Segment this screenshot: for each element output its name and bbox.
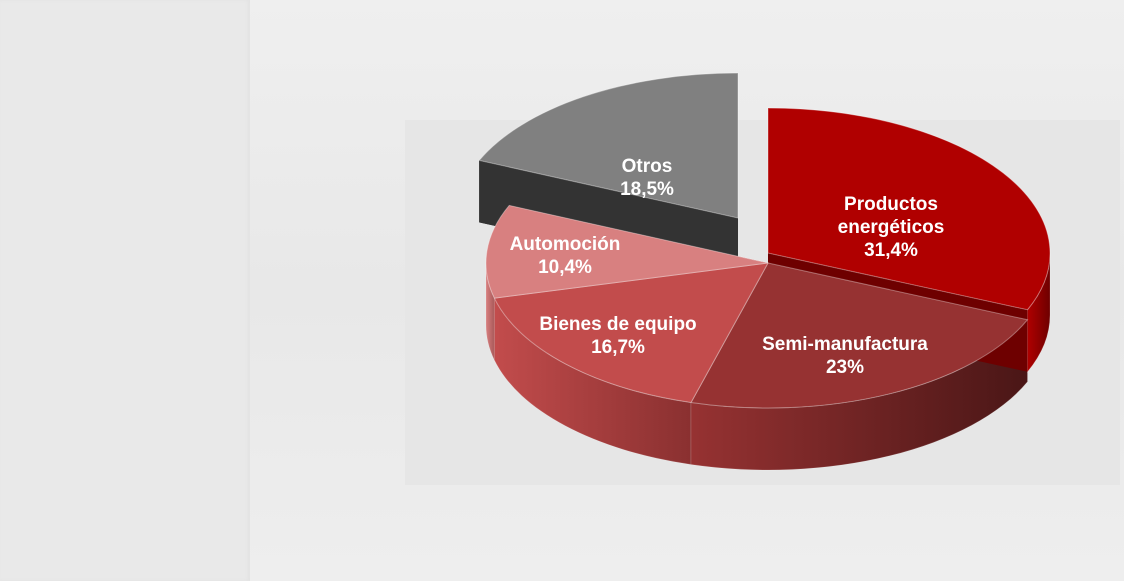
slice-value-label: 18,5% — [620, 179, 674, 200]
slice-tops — [485, 107, 1051, 409]
slice-value-label: 16,7% — [591, 337, 645, 358]
slice-side-1 — [690, 318, 1029, 471]
slice-category-label: Bienes de equipo — [539, 314, 696, 335]
slice-value-label: 31,4% — [864, 240, 918, 261]
pie-slice-bienes-de-equipo — [493, 262, 769, 404]
slice-category-label: Semi-manufactura — [762, 334, 928, 355]
pie-slice-semi-manufactura — [690, 262, 1029, 409]
slice-category-label: Otros — [622, 156, 673, 177]
slice-category-label: Automoción — [510, 234, 621, 255]
slice-side-0 — [1027, 252, 1051, 374]
slice-value-label: 10,4% — [538, 257, 592, 278]
slice-category-label: Productos — [844, 194, 938, 215]
pie-slice-productos-energ-ticos — [767, 107, 1051, 311]
slice-category-label: energéticos — [838, 217, 945, 238]
pie-slice-otros — [478, 72, 739, 219]
pie-slice-automoci-n — [485, 204, 769, 299]
left-background-panel — [0, 0, 250, 581]
slice-value-label: 23% — [826, 357, 864, 378]
